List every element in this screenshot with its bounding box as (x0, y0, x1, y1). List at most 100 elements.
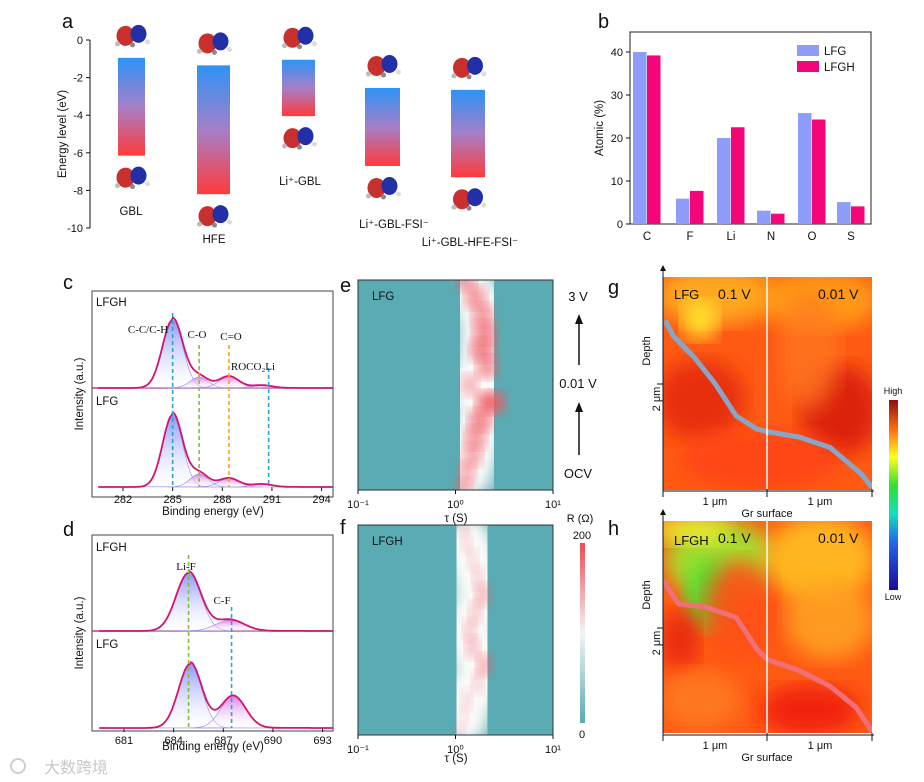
panel-a-energy-levels: Energy level (eV) 0 -2 -4 -6 -8 -10 GBL HFE Li⁺-… (57, 24, 518, 249)
legend-label-lfg: LFG (824, 46, 846, 58)
bar-lfg-c (633, 52, 647, 224)
bar-lfg-n (757, 210, 771, 224)
heatmap-hotspot (464, 425, 487, 450)
y-tick-label: 20 (611, 133, 623, 145)
category-label: Li⁺-GBL (279, 176, 321, 188)
x-tick-label: 684 (164, 735, 182, 747)
peak-label: C=O (220, 331, 242, 343)
depth-profile-line (663, 319, 872, 489)
x-tick-label: 10⁰ (447, 744, 464, 756)
orbital-lobe (367, 55, 386, 76)
orbital-lobe (116, 25, 135, 46)
depth-map-region (785, 580, 872, 660)
atom (115, 41, 120, 47)
panel-e-label: LFG (372, 291, 394, 303)
panel-a-ylabel: Energy level (eV) (57, 90, 69, 178)
legend-swatch-lfg (797, 45, 819, 56)
heatmap-hotspot (474, 583, 492, 607)
heatmap-hotspot (454, 723, 465, 735)
panel-letter-c: c (63, 272, 73, 294)
atom (396, 69, 401, 75)
orbital-lobe (297, 26, 314, 45)
x-axis-label: Gr surface (741, 752, 792, 764)
bar-lfgh-c (647, 55, 661, 224)
colorbar-title: R (Ω) (567, 513, 594, 525)
peak-label: Li-F (176, 561, 196, 573)
colorbar-min: 0 (579, 729, 585, 741)
gap-bar-1 (197, 65, 230, 195)
legend-label-lfgh: LFGH (824, 62, 855, 74)
arrow-up-icon (575, 314, 583, 365)
y-axis-label: Depth (641, 580, 653, 609)
panel-h-voltage-2: 0.01 V (818, 530, 859, 546)
peak-label: C-C/C-H (128, 324, 168, 336)
y-tick-label: -10 (67, 223, 83, 235)
category-label: Li⁺-GBL-FSI⁻ (359, 219, 429, 231)
peak-label: C-O (188, 329, 207, 341)
y-tick-label: -2 (73, 73, 83, 85)
resistance-colorbar (580, 543, 585, 723)
atom (282, 143, 287, 149)
orbital-lobe (453, 57, 471, 78)
depth-map-region (760, 685, 860, 733)
orbital-lobe (467, 188, 483, 207)
bar-lfgh-s (851, 206, 865, 224)
orbital-lobe (198, 33, 217, 54)
panel-c-label-lfgh: LFGH (96, 297, 127, 309)
panel-d-xps-f1s: LFGH LFG Binding energy (eV) Intensity (… (74, 534, 334, 753)
panel-f-drt-heatmap-lfgh: LFGH τ (S) R (Ω) 200 0 10⁻¹ 10⁰ 10¹ (347, 513, 593, 765)
x-tick-label: 1 μm (703, 740, 728, 752)
orbital-lobe (130, 166, 147, 185)
atom (227, 219, 232, 225)
heatmap-hotspot (460, 530, 473, 555)
panel-g-voltage-2: 0.01 V (818, 286, 859, 302)
molecular-orbital-image (197, 205, 232, 228)
category-label: Li⁺-GBL-HFE-FSI⁻ (422, 237, 518, 249)
state-ocv: OCV (564, 466, 593, 481)
panel-g-depth-map-lfg: LFG 0.1 V 0.01 V 1 μm 1 μm Gr surface Depth… (641, 265, 874, 520)
state-3v: 3 V (568, 289, 588, 304)
panel-e-xlabel: τ (S) (444, 513, 467, 525)
atom (297, 144, 302, 150)
atom (366, 71, 371, 77)
panel-letter-a: a (62, 11, 74, 33)
arrow-up-icon (575, 402, 583, 455)
spectrum-envelope-lfgh (99, 570, 333, 632)
category-label: N (767, 231, 775, 243)
atom (282, 43, 287, 49)
legend-swatch-lfgh (797, 61, 819, 72)
x-tick-label: 693 (313, 735, 331, 747)
orbital-lobe (297, 127, 314, 146)
bar-lfgh-li (731, 127, 745, 224)
orbital-lobe (467, 56, 483, 75)
y-tick-label: 2 μm (651, 631, 663, 656)
panel-d-xlabel: Binding energy (eV) (162, 741, 264, 753)
panel-b-atomic-bar-chart: Atomic (%) LFG LFGH 0 10 20 30 40 C F Li N O S (594, 31, 872, 243)
depth-map-region (705, 560, 775, 660)
x-tick-label: 10⁰ (447, 499, 464, 511)
atom (197, 48, 202, 54)
x-tick-label: 291 (263, 494, 281, 506)
atom (466, 74, 472, 80)
y-tick-label: 0 (77, 35, 83, 47)
x-tick-label: 690 (264, 735, 282, 747)
panel-letter-d: d (63, 519, 74, 541)
panel-h-label: LFGH (674, 533, 709, 548)
atom (145, 39, 150, 45)
orbital-lobe (283, 128, 302, 149)
x-tick-label: 288 (213, 494, 231, 506)
depth-map-region (663, 670, 740, 730)
orbital-lobe (212, 32, 229, 51)
heatmap-hotspot (472, 320, 498, 345)
atom (145, 181, 150, 187)
bar-lfgh-n (771, 213, 785, 224)
orbital-lobe (212, 205, 229, 224)
x-tick-label: 1 μm (703, 496, 728, 508)
orbital-lobe (381, 176, 398, 195)
axis-arrow-icon (660, 509, 666, 515)
category-label: F (686, 231, 693, 243)
category-label: Li (727, 231, 736, 243)
depth-map-region (780, 290, 840, 410)
orbital-lobe (381, 54, 398, 73)
panel-d-label-lfg: LFG (96, 639, 118, 651)
